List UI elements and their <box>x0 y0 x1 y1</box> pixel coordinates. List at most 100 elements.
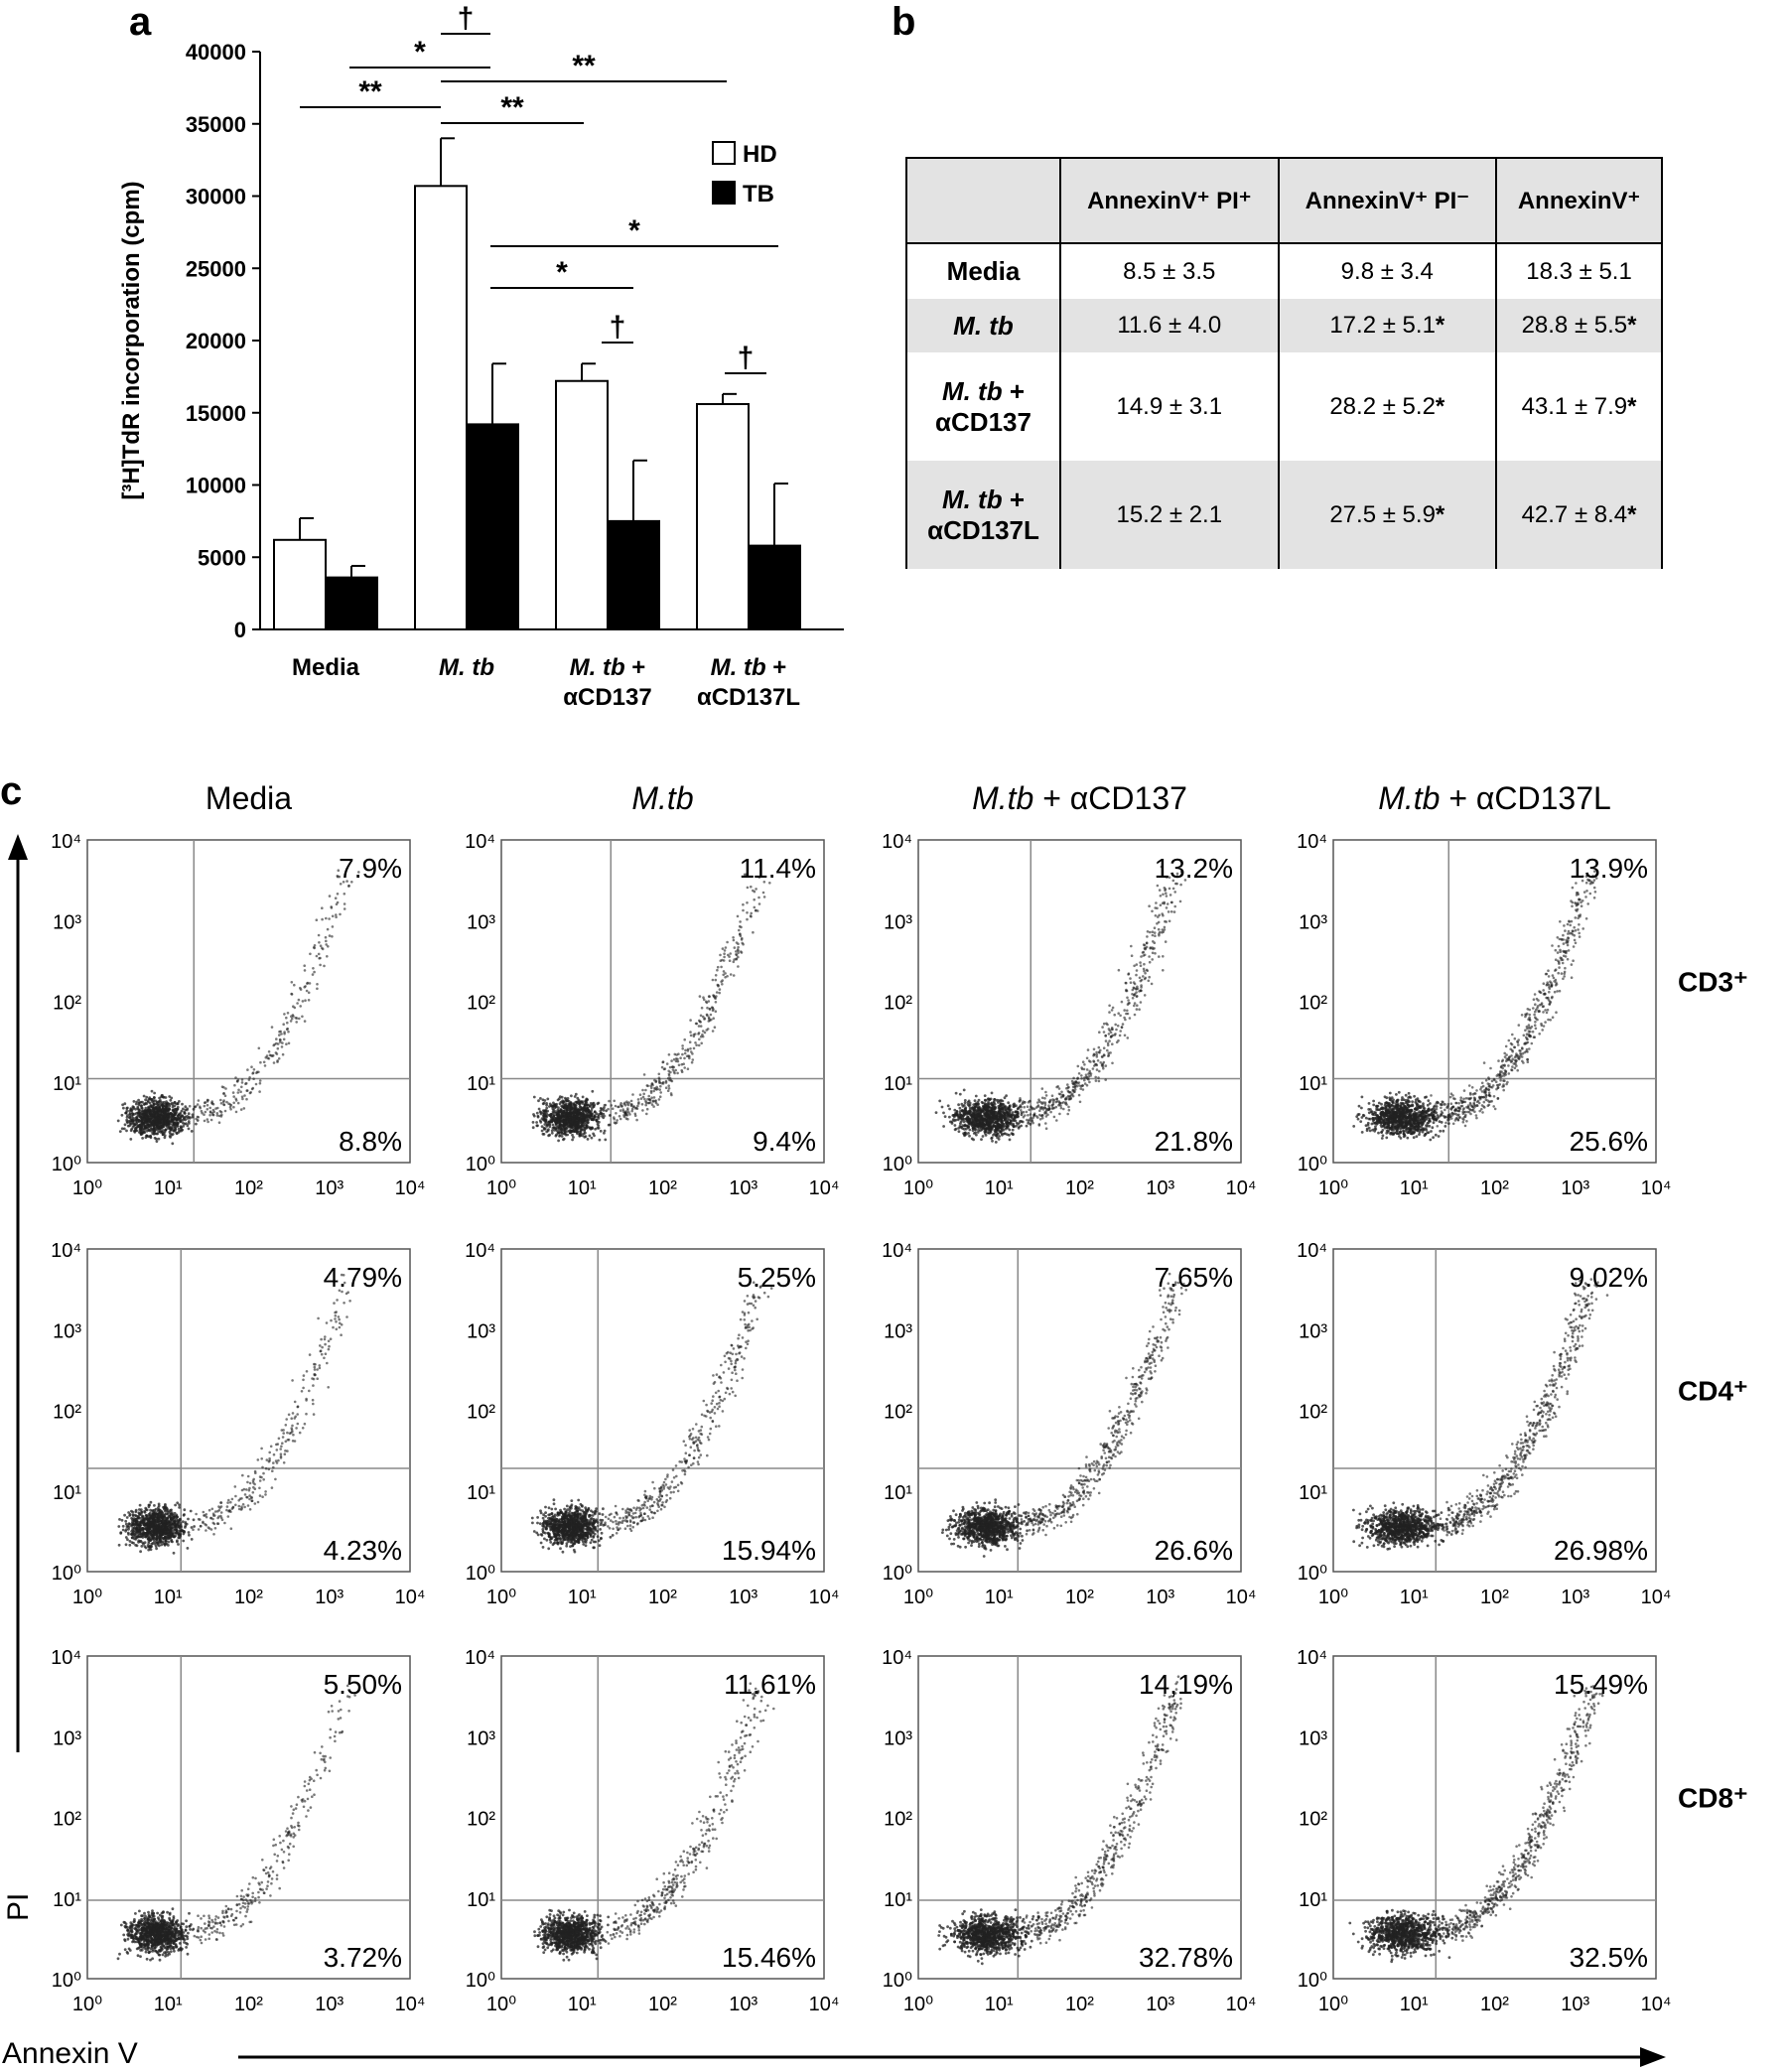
x-tick-label: 10³ <box>1561 1177 1589 1199</box>
x-tick-label: 10⁴ <box>1641 1177 1672 1199</box>
x-tick-label: 10¹ <box>1400 1994 1429 2015</box>
y-tick-label: 10² <box>53 993 81 1015</box>
x-tick-label: 10⁴ <box>809 1994 840 2015</box>
category-label: M. tb <box>439 654 494 681</box>
x-tick-label: 10³ <box>1561 1587 1589 1608</box>
y-tick-label: 10³ <box>884 1320 912 1342</box>
y-tick-label: 10000 <box>186 474 246 498</box>
table-header-blank <box>905 157 1061 244</box>
table-cell: 43.1 ± 7.9* <box>1495 352 1663 462</box>
lower-right-percent: 15.46% <box>722 1942 816 1973</box>
significance-mark: ** <box>500 91 524 124</box>
y-tick-label: 10⁴ <box>1297 1647 1327 1669</box>
x-tick-label: 10⁰ <box>903 1587 933 1608</box>
plot-frame <box>917 1248 1242 1573</box>
table-cell: 28.8 ± 5.5* <box>1495 299 1663 353</box>
bar-HD <box>414 185 468 630</box>
dot-cloud <box>934 865 1187 1144</box>
significance-mark: ** <box>572 50 596 82</box>
lower-right-percent: 9.4% <box>753 1126 816 1157</box>
plot-frame <box>917 1655 1242 1980</box>
y-tick-label: 10⁰ <box>52 1970 81 1992</box>
x-tick-label: 10³ <box>729 1587 757 1608</box>
legend-label-TB: TB <box>743 181 774 207</box>
y-tick-label: 35000 <box>186 112 246 137</box>
lower-right-percent: 15.94% <box>722 1535 816 1566</box>
x-tick-label: 10² <box>1480 1994 1509 2015</box>
table-cell: 8.5 ± 3.5 <box>1059 243 1280 300</box>
y-tick-label: 10⁴ <box>465 831 495 853</box>
column-title: M.tb + αCD137L <box>1378 780 1611 816</box>
table-cell: 17.2 ± 5.1* <box>1277 299 1498 353</box>
dot-cloud <box>531 873 771 1143</box>
upper-right-percent: 15.49% <box>1554 1669 1648 1700</box>
y-tick-label: 0 <box>234 618 246 642</box>
table-cell: 27.5 ± 5.9* <box>1277 461 1498 569</box>
x-tick-label: 10² <box>1065 1994 1094 2015</box>
table-row-label: M. tb + αCD137 <box>905 352 1061 462</box>
table-cell: 18.3 ± 5.1 <box>1495 243 1663 300</box>
y-tick-label: 10⁴ <box>882 1647 912 1669</box>
y-tick-label: 10² <box>884 1402 912 1424</box>
lower-right-percent: 21.8% <box>1155 1126 1233 1157</box>
x-tick-label: 10⁰ <box>486 1994 516 2015</box>
upper-right-percent: 13.2% <box>1155 853 1233 884</box>
x-tick-label: 10² <box>1480 1587 1509 1608</box>
x-tick-label: 10³ <box>315 1177 344 1199</box>
x-tick-label: 10⁴ <box>1226 1994 1257 2015</box>
x-tick-label: 10¹ <box>154 1177 183 1199</box>
significance-mark: * <box>628 214 640 247</box>
lower-right-percent: 8.8% <box>339 1126 402 1157</box>
upper-right-percent: 7.65% <box>1155 1262 1233 1293</box>
y-tick-label: 10² <box>467 993 495 1015</box>
y-tick-label: 10³ <box>1299 1320 1327 1342</box>
y-tick-label: 10⁰ <box>52 1154 81 1175</box>
category-label: M. tb + αCD137 <box>563 654 651 711</box>
x-tick-label: 10⁴ <box>809 1177 840 1199</box>
x-tick-label: 10⁰ <box>903 1177 933 1199</box>
apoptosis-table: AnnexinV⁺ PI⁺ AnnexinV⁺ PI⁻ AnnexinV⁺ Me… <box>905 157 1663 569</box>
y-tick-label: 10¹ <box>1299 1889 1327 1911</box>
x-tick-label: 10³ <box>1561 1994 1589 2015</box>
y-tick-label: 10³ <box>1299 1727 1327 1749</box>
legend-label-HD: HD <box>743 141 777 168</box>
x-tick-label: 10⁰ <box>72 1587 102 1608</box>
significance-mark: † <box>458 2 475 35</box>
x-tick-label: 10² <box>648 1994 677 2015</box>
x-tick-label: 10² <box>234 1177 263 1199</box>
y-tick-label: 10² <box>884 993 912 1015</box>
dot-cloud <box>1352 1278 1609 1551</box>
y-tick-label: 10⁴ <box>1297 1240 1327 1262</box>
upper-right-percent: 9.02% <box>1570 1262 1648 1293</box>
annexin-axis-label: Annexin V <box>2 2037 138 2070</box>
x-tick-label: 10³ <box>1146 1587 1174 1608</box>
y-tick-label: 10³ <box>1299 911 1327 933</box>
y-tick-label: 10² <box>884 1809 912 1831</box>
y-tick-label: 10² <box>53 1402 81 1424</box>
x-tick-label: 10⁴ <box>395 1994 426 2015</box>
table-row: M. tb + αCD137 14.9 ± 3.1 28.2 ± 5.2* 43.1 ±… <box>905 352 1663 462</box>
panel-label-a: a <box>129 0 152 44</box>
dot-cloud <box>116 869 360 1146</box>
y-tick-label: 10⁰ <box>883 1563 912 1585</box>
x-tick-label: 10⁴ <box>1226 1587 1257 1608</box>
upper-right-percent: 11.4% <box>740 853 816 884</box>
y-tick-label: 10¹ <box>467 1073 495 1095</box>
x-tick-label: 10³ <box>315 1587 344 1608</box>
y-tick-label: 10⁴ <box>882 1240 912 1262</box>
table-cell: 14.9 ± 3.1 <box>1059 352 1280 462</box>
table-cell: 28.2 ± 5.2* <box>1277 352 1498 462</box>
x-tick-label: 10¹ <box>1400 1177 1429 1199</box>
x-tick-label: 10³ <box>729 1994 757 2015</box>
y-tick-label: 10⁴ <box>51 831 81 853</box>
x-tick-label: 10⁴ <box>1641 1994 1672 2015</box>
y-tick-label: 10² <box>467 1402 495 1424</box>
y-tick-label: 10¹ <box>53 1073 81 1095</box>
y-tick-label: 10³ <box>467 1320 495 1342</box>
x-tick-label: 10⁰ <box>1318 1177 1348 1199</box>
